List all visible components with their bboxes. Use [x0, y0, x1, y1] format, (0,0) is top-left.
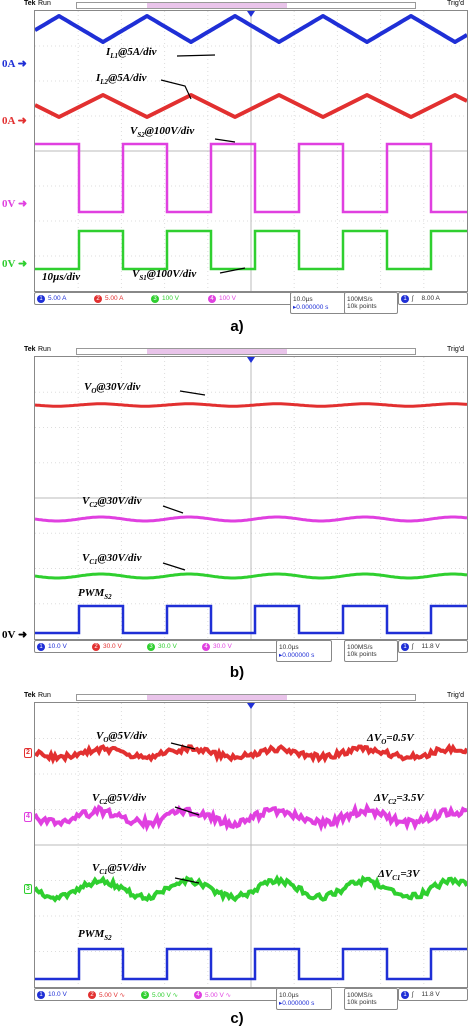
trigger-position-icon — [247, 357, 255, 363]
annotation-vs1: VS1@100V/div — [132, 268, 196, 282]
annotation-vc1: VC1@5V/div — [92, 862, 146, 876]
timebase-readout: 10.0µs ▸0.000000 s — [276, 988, 332, 1010]
ch-readout-group: 1 5.00 A 2 5.00 A 3 100 V 4 100 V — [34, 292, 292, 305]
level-marker-vs1: 0V ➜ — [2, 257, 27, 270]
arrow-il1 — [177, 55, 215, 56]
brand-label: Tek — [24, 0, 36, 7]
level-marker-vs2: 0V ➜ — [2, 197, 27, 210]
arrow-vc2 — [163, 506, 183, 513]
status-bar: 1 5.00 A 2 5.00 A 3 100 V 4 100 V 10.0µs ▸0.0… — [34, 292, 470, 304]
waveform-plot — [35, 11, 467, 291]
annotation-pwm: PWMS2 — [78, 587, 112, 601]
scope-screen — [34, 10, 468, 292]
ch3-scale: 30.0 V — [158, 643, 202, 650]
trigger-state: Trig'd — [447, 692, 464, 699]
ch-readout-group: 1 10.0 V 2 30.0 V 3 30.0 V 4 30.0 V — [34, 640, 278, 653]
ch4-scale: 30.0 V — [213, 643, 232, 650]
annotation-pwm: PWMS2 — [78, 928, 112, 942]
annotation-il1: IL1@5A/div — [106, 46, 157, 60]
annotation-vc2: VC2@30V/div — [82, 495, 142, 509]
status-bar: 1 10.0 V 2 30.0 V 3 30.0 V 4 30.0 V 10.0µs ▸0… — [34, 640, 470, 652]
arrow-vs2 — [215, 139, 235, 142]
record-bar — [76, 2, 416, 9]
ch3-marker: 3 — [24, 884, 32, 894]
ch4-scale: 100 V — [219, 295, 236, 302]
ch2-scale: 5.00 V ∿ — [99, 991, 141, 999]
ch4-marker: 4 — [24, 812, 32, 822]
ch4-scale: 5.00 V ∿ — [205, 991, 231, 999]
subfigure-label-c: c) — [0, 1010, 474, 1027]
brand-label: Tek — [24, 692, 36, 699]
arrow-vo — [180, 391, 205, 395]
ch1-scale: 10.0 V — [48, 991, 88, 998]
timebase-annotation: 10µs/div — [42, 271, 80, 283]
sample-rate-readout: 100MS/s 10k points — [344, 640, 398, 662]
level-marker-il2: 0A ➜ — [2, 114, 27, 127]
record-bar — [76, 694, 416, 701]
arrow-vc1 — [163, 563, 185, 570]
trigger-state: Trig'd — [447, 346, 464, 353]
ripple-label-vc2: ΔVC2=3.5V — [374, 792, 424, 806]
timebase-readout: 10.0µs ▸0.000000 s — [276, 640, 332, 662]
brand-label: Tek — [24, 346, 36, 353]
timebase-readout: 10.0µs ▸0.000000 s — [290, 292, 346, 314]
subfigure-label-b: b) — [0, 664, 474, 681]
annotation-vo: VO@30V/div — [84, 381, 140, 395]
ch2-scale: 30.0 V — [103, 643, 147, 650]
sample-rate-readout: 100MS/s 10k points — [344, 292, 398, 314]
subfigure-label-a: a) — [0, 318, 474, 335]
trigger-position-icon — [247, 11, 255, 17]
trigger-readout: 1 ʃ 8.00 A — [398, 292, 468, 305]
panel-a: Tek Run Trig'd 0A ➜ 0A ➜ 0V ➜ 0V ➜ IL1@5… — [0, 0, 474, 338]
trigger-position-icon — [247, 703, 255, 709]
ch1-scale: 10.0 V — [48, 643, 92, 650]
trigger-readout: 1 ʃ 11.8 V — [398, 640, 468, 653]
ch3-scale: 100 V — [162, 295, 208, 302]
ch2-scale: 5.00 A — [105, 295, 151, 302]
trigger-readout: 1 ʃ 11.8 V — [398, 988, 468, 1001]
ripple-label-vc1: ΔVC1=3V — [378, 868, 420, 882]
annotation-vc1: VC1@30V/div — [82, 552, 142, 566]
ch3-scale: 5.00 V ∿ — [152, 991, 194, 999]
annotation-il2: IL2@5A/div — [96, 72, 147, 86]
annotation-vc2: VC2@5V/div — [92, 792, 146, 806]
panel-c: Tek Run Trig'd 2 4 3 VO@5V/div VC2@5V/di… — [0, 692, 474, 1015]
annotation-vs2: VS2@100V/div — [130, 125, 194, 139]
run-state: Run — [38, 692, 51, 699]
ch-readout-group: 1 10.0 V 2 5.00 V ∿ 3 5.00 V ∿ 4 5.00 V ∿ — [34, 988, 278, 1001]
ripple-label-vo: ΔVO=0.5V — [367, 732, 414, 746]
level-marker-pwm: 0V ➜ — [2, 628, 27, 641]
annotation-vo: VO@5V/div — [96, 730, 147, 744]
sample-rate-readout: 100MS/s 10k points — [344, 988, 398, 1010]
ch1-scale: 5.00 A — [48, 295, 94, 302]
ch2-marker: 2 — [24, 748, 32, 758]
level-marker-il1: 0A ➜ — [2, 57, 27, 70]
panel-b: Tek Run Trig'd 0V ➜ VO@30V/div VC2@30V/d… — [0, 346, 474, 686]
run-state: Run — [38, 0, 51, 7]
trace-vo — [35, 404, 467, 406]
status-bar: 1 10.0 V 2 5.00 V ∿ 3 5.00 V ∿ 4 5.00 V ∿ 10… — [34, 988, 470, 1000]
record-bar — [76, 348, 416, 355]
run-state: Run — [38, 346, 51, 353]
trigger-state: Trig'd — [447, 0, 464, 7]
